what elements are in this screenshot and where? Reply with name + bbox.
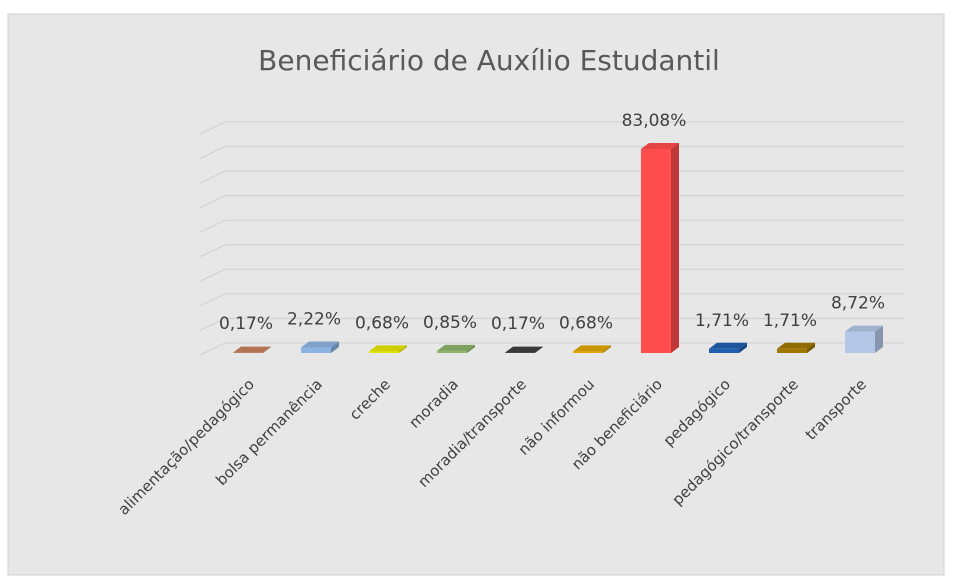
value-label: 1,71% (695, 311, 749, 331)
value-label: 0,68% (355, 313, 409, 333)
bar-side-shade (263, 346, 271, 353)
bar-side-shade (603, 345, 611, 353)
bar-top-shade (709, 342, 747, 349)
value-label: 0,85% (423, 313, 477, 333)
bar-side-shade (671, 142, 679, 353)
bar (709, 348, 739, 353)
bar-top-shade (777, 342, 815, 349)
bar (301, 347, 331, 353)
bar-top (709, 342, 747, 349)
chart-title: Beneficiário de Auxílio Estudantil (258, 44, 720, 77)
bar-top-shade (369, 345, 407, 352)
bar-side-shade (535, 346, 543, 353)
bar-top-shade (437, 344, 475, 351)
bar-side (739, 342, 747, 353)
bar-side (807, 342, 815, 353)
bar (777, 348, 807, 353)
bar-side (875, 325, 883, 353)
bar-side-shade (467, 344, 475, 353)
bar-side-shade (807, 342, 815, 353)
bar (369, 351, 399, 353)
value-label: 8,72% (831, 294, 885, 314)
bar-top-shade (641, 142, 679, 149)
bar-top (233, 346, 271, 353)
grid-line (199, 121, 905, 135)
bar-side (535, 346, 543, 353)
bar-side (399, 345, 407, 353)
bar-top (573, 345, 611, 352)
bar-side (603, 345, 611, 353)
bar-side-shade (399, 345, 407, 353)
bar-top-shade (845, 325, 883, 332)
value-label: 0,68% (559, 313, 613, 333)
bar (845, 331, 875, 353)
bar-side-shade (739, 342, 747, 353)
bar-top (437, 344, 475, 351)
bar-top (641, 142, 679, 149)
bar (573, 351, 603, 353)
bar (641, 148, 671, 353)
bar-side (671, 142, 679, 353)
bar-top-shade (573, 345, 611, 352)
bar-side-shade (875, 325, 883, 353)
bar-top (301, 341, 339, 348)
bar (437, 350, 467, 353)
bar-side (331, 341, 339, 353)
bar-top (845, 325, 883, 332)
bar-top-shade (301, 341, 339, 348)
bar-top-shade (233, 346, 271, 353)
value-label: 83,08% (622, 111, 687, 131)
bar-side (263, 346, 271, 353)
bar-top (777, 342, 815, 349)
value-label: 0,17% (491, 314, 545, 334)
bar-side-shade (331, 341, 339, 353)
value-label: 0,17% (219, 314, 273, 334)
bar-top-shade (505, 346, 543, 353)
bar-top (369, 345, 407, 352)
bar-side (467, 344, 475, 353)
value-label: 1,71% (763, 311, 817, 331)
value-label: 2,22% (287, 310, 341, 330)
bar-top (505, 346, 543, 353)
